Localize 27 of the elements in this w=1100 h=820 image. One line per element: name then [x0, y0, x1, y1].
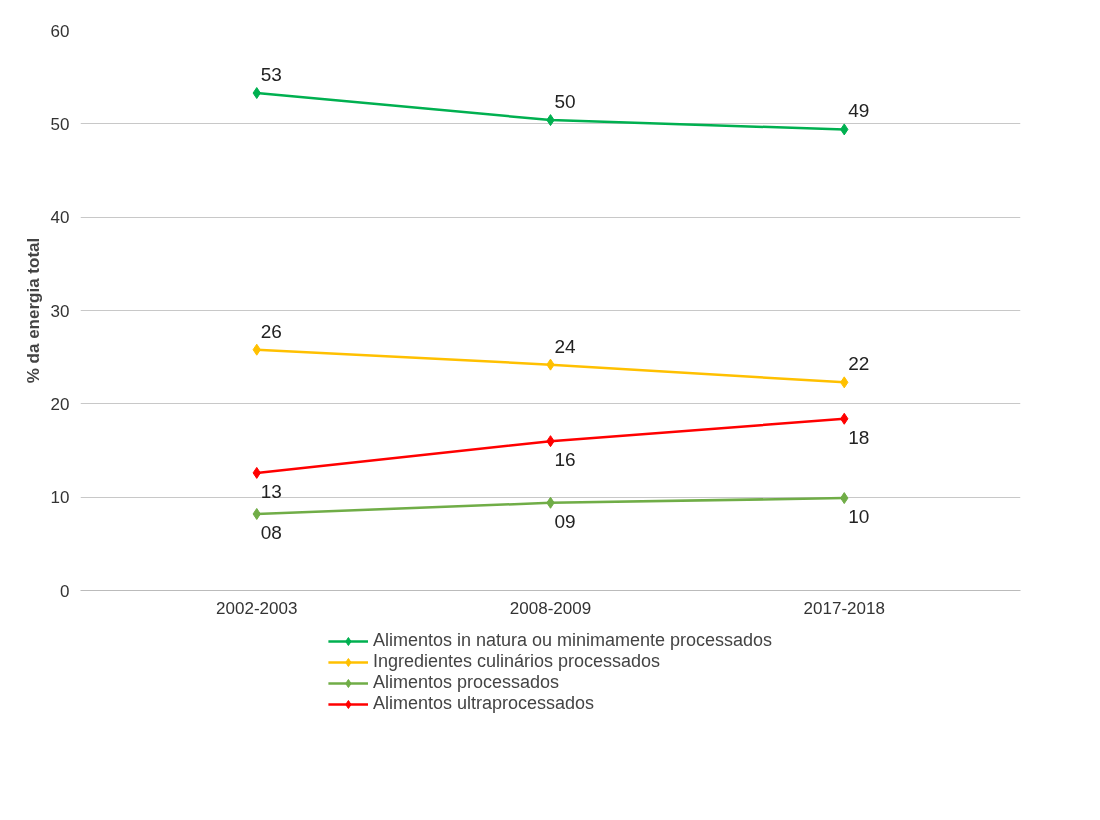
y-tick-label: 20: [50, 394, 70, 414]
data-label: 53: [260, 64, 282, 86]
y-tick-label: 30: [50, 301, 70, 321]
data-label: 08: [260, 521, 282, 543]
x-tick-label: 2008-2009: [509, 598, 592, 618]
data-label: 24: [554, 335, 577, 357]
y-axis-title: % da energia total: [23, 237, 43, 384]
data-label: 18: [848, 426, 870, 448]
y-tick-label: 50: [50, 114, 70, 134]
y-tick-label: 10: [50, 488, 70, 508]
data-label: 16: [554, 449, 576, 471]
y-tick-label: 60: [50, 21, 70, 41]
data-label: 10: [848, 506, 870, 528]
legend-label: Alimentos processados: [372, 672, 559, 693]
data-label: 49: [848, 100, 870, 122]
data-label: 13: [260, 480, 282, 502]
legend-label: Alimentos ultraprocessados: [372, 693, 595, 714]
data-label: 09: [554, 510, 576, 532]
data-label: 26: [260, 320, 282, 342]
data-label: 22: [848, 353, 870, 375]
legend-label: Alimentos in natura ou minimamente processados: [372, 630, 773, 651]
data-label: 50: [554, 91, 576, 113]
y-tick-label: 0: [60, 581, 70, 601]
x-tick-label: 2002-2003: [216, 598, 298, 618]
y-tick-label: 40: [50, 208, 70, 228]
x-tick-label: 2017-2018: [803, 598, 885, 618]
legend-label: Ingredientes culinários processados: [372, 651, 661, 672]
